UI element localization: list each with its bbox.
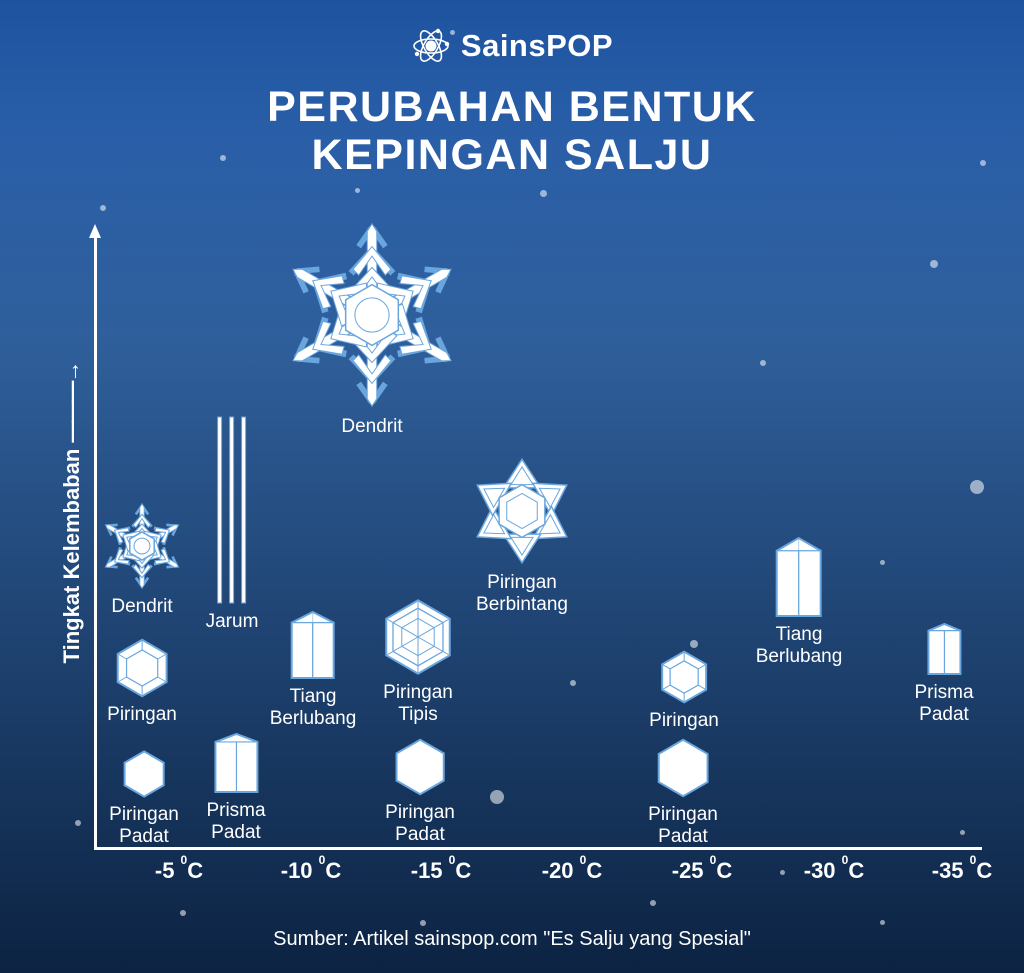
snow-dot <box>180 910 186 916</box>
crystal-prism: PrismaPadat <box>914 622 973 726</box>
crystal-column: TiangBerlubang <box>756 536 843 668</box>
crystal-needle: Jarum <box>206 415 259 633</box>
brand: SainsPOP <box>411 26 613 66</box>
crystal-dendrite: Dendrit <box>98 502 186 618</box>
crystal-hexplate: Piringan <box>107 638 177 726</box>
x-axis <box>94 847 982 850</box>
snow-dot <box>650 900 656 906</box>
snow-dot <box>100 205 106 211</box>
y-axis-label: Tingkat Kelembaban ———→ <box>59 233 85 793</box>
crystal-hexsolid: PiringanPadat <box>385 738 455 846</box>
crystal-column: TiangBerlubang <box>270 610 357 730</box>
header: SainsPOP PERUBAHAN BENTUKKEPINGAN SALJU <box>0 26 1024 179</box>
brand-text: SainsPOP <box>461 28 613 64</box>
x-tick: -5 0C <box>155 858 203 884</box>
x-tick: -25 0C <box>672 858 733 884</box>
x-tick: -35 0C <box>932 858 993 884</box>
crystal-hexsolid: PiringanPadat <box>648 738 718 848</box>
crystal-label: Dendrit <box>98 596 186 618</box>
crystal-label: PiringanPadat <box>109 804 179 848</box>
source-citation: Sumber: Artikel sainspop.com "Es Salju y… <box>0 928 1024 951</box>
crystal-sector: PiringanBerbintang <box>467 456 577 616</box>
snow-dot <box>540 190 547 197</box>
crystal-prism: PrismaPadat <box>206 732 265 844</box>
x-tick: -10 0C <box>281 858 342 884</box>
atom-icon <box>411 26 451 66</box>
x-tick: -30 0C <box>804 858 865 884</box>
crystal-label: TiangBerlubang <box>756 624 843 668</box>
crystal-label: Dendrit <box>277 416 467 438</box>
crystal-hexplate: Piringan <box>649 650 719 732</box>
crystal-label: PiringanPadat <box>385 802 455 846</box>
crystal-label: PrismaPadat <box>914 682 973 726</box>
crystal-label: Jarum <box>206 611 259 633</box>
x-tick: -15 0C <box>411 858 472 884</box>
x-axis-ticks: -5 0C-10 0C-15 0C-20 0C-25 0C-30 0C-35 0… <box>94 858 982 888</box>
y-axis <box>94 236 97 850</box>
crystal-label: PiringanPadat <box>648 804 718 848</box>
crystal-label: PiringanTipis <box>379 682 457 726</box>
snow-dot <box>420 920 426 926</box>
crystal-label: PrismaPadat <box>206 800 265 844</box>
x-tick: -20 0C <box>542 858 603 884</box>
snow-dot <box>880 920 885 925</box>
crystal-dendrite: Dendrit <box>277 220 467 438</box>
crystal-hexsolid: PiringanPadat <box>109 750 179 848</box>
snow-dot <box>355 188 360 193</box>
crystal-label: TiangBerlubang <box>270 686 357 730</box>
crystal-label: PiringanBerbintang <box>467 572 577 616</box>
page-title: PERUBAHAN BENTUKKEPINGAN SALJU <box>0 83 1024 179</box>
crystal-label: Piringan <box>107 704 177 726</box>
chart-area: Tingkat Kelembaban ———→ -5 0C-10 0C-15 0… <box>72 240 982 850</box>
crystal-thinplate: PiringanTipis <box>379 598 457 726</box>
crystal-label: Piringan <box>649 710 719 732</box>
